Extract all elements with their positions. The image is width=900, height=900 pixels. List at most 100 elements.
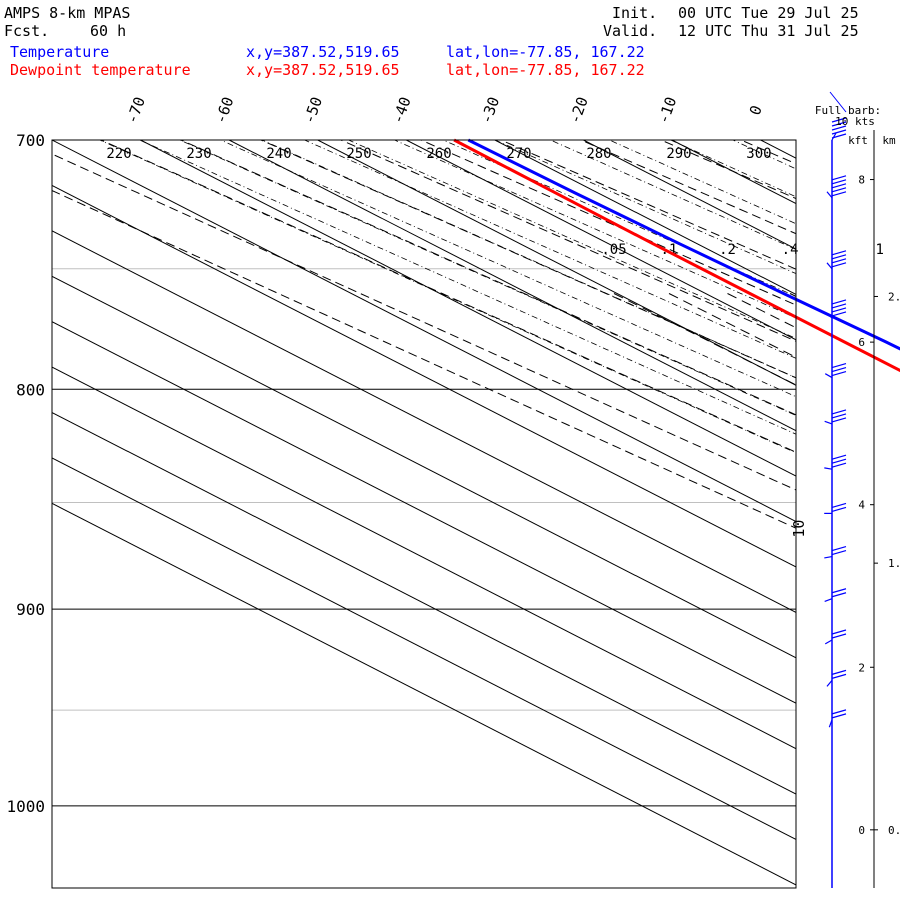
kft-tick-label: 0 <box>858 824 865 837</box>
moist-adiabat-line <box>261 140 796 379</box>
isotherm-line <box>52 411 796 795</box>
dry-adiabat-line <box>774 86 900 900</box>
legend-dewpoint-xy: x,y=387.52,519.65 <box>246 61 400 79</box>
mixing-ratio-line <box>880 294 900 897</box>
wind-barb-flag <box>831 311 847 317</box>
wind-barb-staff <box>826 679 833 687</box>
wind-barb-staff <box>824 639 833 645</box>
dry-adiabat-label: 250 <box>346 146 371 162</box>
dry-adiabat-line <box>419 140 796 306</box>
km-tick-label: 2. <box>888 290 900 303</box>
temperature-tick-label: -40 <box>388 94 414 126</box>
isotherm-line <box>52 230 796 613</box>
wind-barb-staff <box>826 191 833 199</box>
wind-barb-flag <box>831 458 847 464</box>
wind-barb-flag <box>831 709 847 715</box>
wind-barb-flag <box>831 462 847 468</box>
legend-dewpoint-latlon: lat,lon=-77.85, 167.22 <box>446 61 645 79</box>
temperature-tick-label: -60 <box>211 94 237 126</box>
wind-barb-flag <box>831 592 847 598</box>
wind-barb-staff <box>824 373 833 379</box>
wind-barb-flag <box>831 183 847 189</box>
mixing-ratio-label: .05 <box>601 242 626 258</box>
moist-adiabat-line <box>138 140 796 435</box>
isotherm-line <box>52 502 796 886</box>
moist-adiabat-line <box>393 140 796 319</box>
wind-barb-flag <box>831 262 847 268</box>
dry-adiabat-line <box>259 140 796 379</box>
legend-dewpoint-name: Dewpoint temperature <box>10 61 191 79</box>
temperature-tick-label: -10 <box>654 94 680 126</box>
barb-legend-value: 10 kts <box>835 115 875 128</box>
km-tick-label: 0. <box>888 824 900 837</box>
mixing-ratio-line <box>613 293 796 386</box>
valid-label: Valid. <box>603 22 658 40</box>
dry-adiabat-label: 260 <box>426 146 451 162</box>
temperature-tick-label: -30 <box>477 94 503 126</box>
mixing-ratio-line <box>668 293 796 358</box>
wind-barb-flag <box>831 417 847 423</box>
wind-barb-flag <box>831 673 847 679</box>
dry-adiabat-label: 230 <box>186 146 211 162</box>
kft-tick-label: 4 <box>858 499 865 512</box>
temperature-tick-label: 0 <box>746 103 766 118</box>
wind-barb-staff <box>828 719 833 728</box>
moist-adiabat-line <box>303 140 796 359</box>
wind-barb-flag <box>831 299 847 305</box>
wind-barb-flag <box>831 549 847 556</box>
wind-barb-flag <box>831 629 847 635</box>
legend-temperature-name: Temperature <box>10 43 110 61</box>
legend-temperature-latlon: lat,lon=-77.85, 167.22 <box>446 43 645 61</box>
model-title: AMPS 8-km MPAS <box>4 4 131 22</box>
dry-adiabat-label: 280 <box>586 146 611 162</box>
kft-tick-label: 6 <box>858 336 865 349</box>
kft-label: kft <box>848 134 868 147</box>
wind-barb-staff <box>824 420 833 425</box>
moist-adiabat-line <box>178 140 796 416</box>
dry-adiabat-line <box>579 140 796 235</box>
dry-adiabat-line <box>739 140 796 165</box>
temperature-tick-label: -20 <box>566 94 592 126</box>
init-time: 00 UTC Tue 29 Jul 25 <box>678 4 859 22</box>
dry-adiabat-label: 220 <box>106 146 131 162</box>
wind-barb-flag <box>831 250 847 256</box>
plot-frame <box>51 139 797 889</box>
dry-adiabat-line <box>52 189 796 529</box>
kft-tick-label: 2 <box>858 661 865 674</box>
wind-barb-flag <box>831 713 847 719</box>
wind-barb-flag <box>831 175 847 181</box>
moist-adiabat-line <box>98 140 796 454</box>
init-label: Init. <box>612 4 658 22</box>
dry-adiabat-line <box>695 86 900 900</box>
isotherm-line <box>583 140 796 250</box>
dry-adiabat-label: 290 <box>666 146 691 162</box>
kft-tick-label: 8 <box>858 174 865 187</box>
moist-adiabat-line <box>549 140 796 250</box>
wind-barb-flag <box>831 254 847 260</box>
wind-barb-flag <box>831 129 847 135</box>
barb-legend-sample <box>829 91 847 113</box>
wind-barb-flag <box>831 409 847 415</box>
wind-barb-flag <box>831 117 847 123</box>
forecast-hours: 60 h <box>90 22 127 40</box>
wind-barb-flag <box>831 633 847 639</box>
isotherm-line <box>317 140 796 386</box>
wind-barb-flag <box>831 370 847 377</box>
wind-barb-flag <box>831 588 847 594</box>
temperature-tick-label: -70 <box>123 94 149 126</box>
moist-adiabat-label: 10 <box>790 520 808 538</box>
pressure-tick-label: 700 <box>16 131 45 150</box>
dry-adiabat-line <box>179 140 796 416</box>
barb-legend-title: Full barb: <box>815 104 881 117</box>
isotherm-line <box>52 140 796 523</box>
moist-adiabat-line <box>744 89 900 900</box>
dry-adiabat-line <box>99 140 796 453</box>
wind-barb-staff <box>824 467 833 470</box>
dry-adiabat-label: 240 <box>266 146 291 162</box>
pressure-tick-label: 1000 <box>6 797 45 816</box>
isotherm-line <box>406 140 796 341</box>
wind-barb-staff <box>825 312 833 319</box>
isotherm-line <box>494 140 796 295</box>
valid-time: 12 UTC Thu 31 Jul 25 <box>678 22 859 40</box>
wind-barb-flag <box>831 669 847 675</box>
